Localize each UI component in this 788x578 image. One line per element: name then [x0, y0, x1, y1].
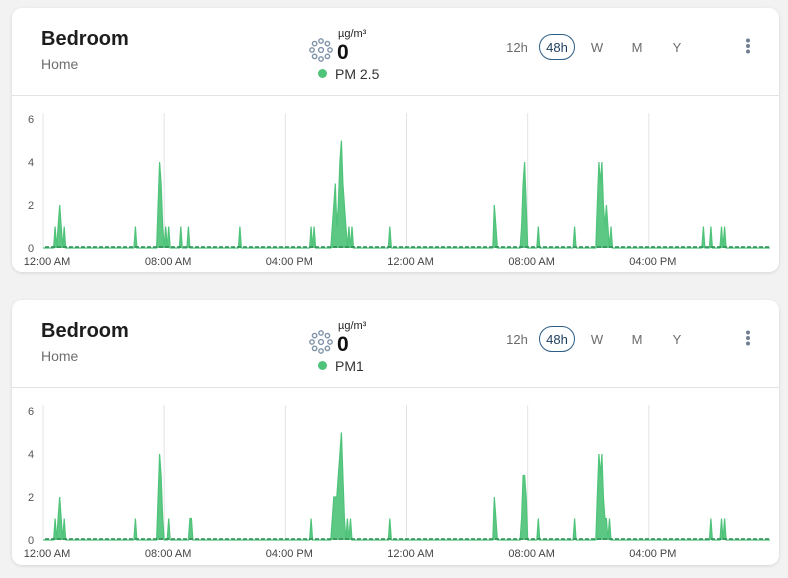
metric-label: PM1 [335, 358, 364, 374]
range-week-button[interactable]: W [590, 331, 604, 347]
y-tick-label: 4 [28, 449, 34, 461]
pm1-card: Bedroom Home µg/m³ 0 PM1 12h 48h W M Y 0… [12, 300, 779, 565]
y-tick-label: 2 [28, 200, 34, 212]
range-week-button[interactable]: W [590, 39, 604, 55]
kebab-menu-icon[interactable] [745, 38, 751, 54]
card-divider [12, 95, 779, 96]
series-dot [318, 69, 327, 78]
card-subtitle: Home [41, 348, 79, 364]
pm1-chart: 0 2 4 6 12:00 AM 08:00 AM 04:00 PM 12:00 AM 08:0… [24, 405, 770, 560]
y-tick-label: 0 [28, 535, 34, 547]
reading-unit: µg/m³ [338, 28, 367, 40]
y-tick-label: 4 [28, 157, 34, 169]
series-line [43, 140, 770, 249]
x-tick-label: 12:00 AM [387, 256, 433, 268]
pm25-card: Bedroom Home µg/m³ 0 PM 2.5 12h 48h W M … [12, 8, 779, 272]
pm25-chart: 0 2 4 6 12:00 AM 08:00 AM 04:00 PM 12:00 AM 08:0… [24, 113, 770, 268]
x-tick-label: 04:00 PM [266, 256, 313, 268]
card-divider [12, 387, 779, 388]
particles-icon [309, 38, 333, 62]
range-selector: 12h 48h W M Y [499, 326, 695, 352]
y-tick-label: 0 [28, 243, 34, 255]
reading-unit: µg/m³ [338, 320, 367, 332]
reading-value: 0 [337, 333, 349, 356]
range-selector: 12h 48h W M Y [499, 34, 695, 60]
card-title: Bedroom [41, 28, 129, 50]
card-subtitle: Home [41, 56, 79, 72]
range-48h-button[interactable]: 48h [539, 34, 575, 60]
range-month-button[interactable]: M [631, 331, 643, 347]
series-line [43, 432, 770, 541]
kebab-menu-icon[interactable] [745, 330, 751, 346]
range-year-button[interactable]: Y [672, 331, 682, 347]
x-tick-label: 12:00 AM [387, 548, 433, 560]
y-tick-label: 2 [28, 492, 34, 504]
x-tick-label: 04:00 PM [629, 256, 676, 268]
x-tick-label: 04:00 PM [629, 548, 676, 560]
range-year-button[interactable]: Y [672, 39, 682, 55]
y-tick-label: 6 [28, 406, 34, 418]
x-tick-label: 08:00 AM [508, 256, 554, 268]
x-tick-label: 12:00 AM [24, 548, 70, 560]
x-tick-label: 04:00 PM [266, 548, 313, 560]
x-tick-label: 08:00 AM [145, 548, 191, 560]
range-48h-button[interactable]: 48h [539, 326, 575, 352]
series-dot [318, 361, 327, 370]
range-12h-button[interactable]: 12h [506, 331, 528, 347]
reading-value: 0 [337, 41, 349, 64]
x-tick-label: 08:00 AM [145, 256, 191, 268]
y-tick-label: 6 [28, 114, 34, 126]
metric-label: PM 2.5 [335, 66, 380, 82]
particles-icon [309, 330, 333, 354]
range-month-button[interactable]: M [631, 39, 643, 55]
range-12h-button[interactable]: 12h [506, 39, 528, 55]
x-tick-label: 08:00 AM [508, 548, 554, 560]
card-title: Bedroom [41, 320, 129, 342]
x-tick-label: 12:00 AM [24, 256, 70, 268]
